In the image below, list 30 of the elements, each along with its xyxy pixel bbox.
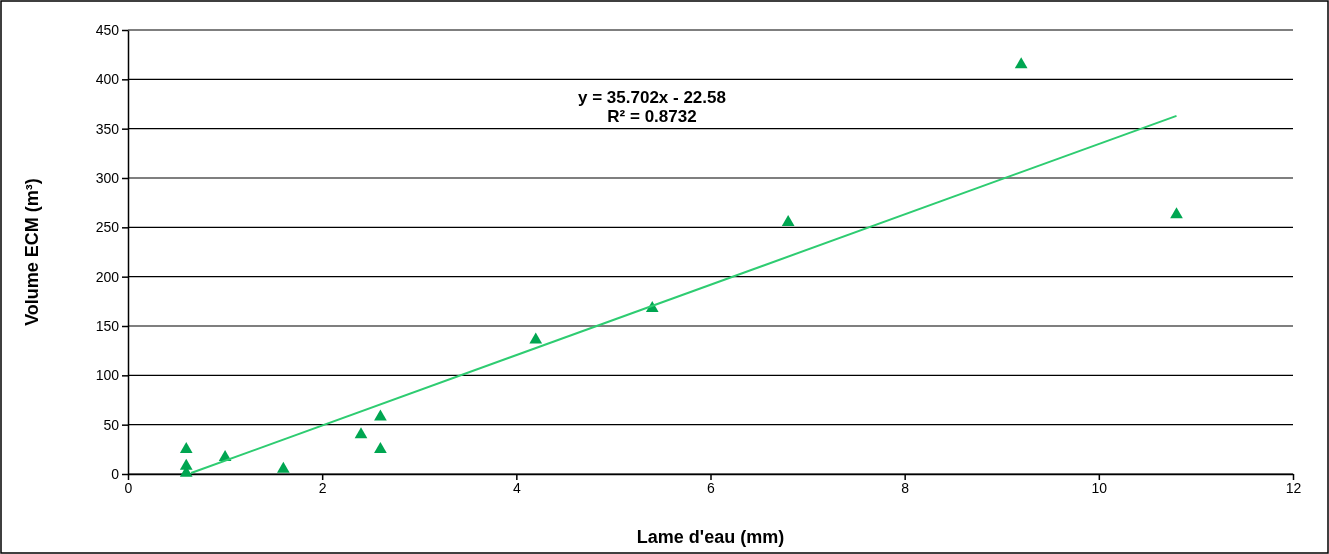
point <box>354 427 368 439</box>
y-tick-label: 200 <box>95 268 120 285</box>
x-tick-label: 2 <box>318 479 327 496</box>
y-tick-label: 450 <box>95 21 120 38</box>
annotation: R² = 0.8732 <box>607 107 697 126</box>
x-axis-title: Lame d'eau (mm) <box>636 527 785 547</box>
y-tick-label: 300 <box>95 169 120 186</box>
y-tick-label: 50 <box>103 416 120 433</box>
point <box>781 215 795 227</box>
point <box>276 461 290 473</box>
x-tick-label: 8 <box>901 479 910 496</box>
point <box>374 409 387 421</box>
x-tick-label: 12 <box>1285 479 1302 496</box>
x-tick-label: 6 <box>707 479 716 496</box>
point <box>1014 57 1028 69</box>
y-tick-label: 0 <box>111 465 120 482</box>
y-tick-label: 100 <box>95 367 120 384</box>
point <box>179 441 193 453</box>
x-tick-label: 4 <box>512 479 521 496</box>
point <box>1170 207 1183 219</box>
y-tick-label: 250 <box>95 219 120 236</box>
y-tick-label: 150 <box>95 317 120 334</box>
y-tick-label: 400 <box>95 71 120 88</box>
annotation: y = 35.702x - 22.58 <box>578 88 726 107</box>
point <box>374 441 387 453</box>
x-tick-label: 0 <box>124 479 133 496</box>
x-tick-label: 10 <box>1091 479 1108 496</box>
y-axis-title: Volume ECM (m³) <box>22 178 42 326</box>
y-tick-label: 350 <box>95 120 120 137</box>
point <box>529 332 543 344</box>
